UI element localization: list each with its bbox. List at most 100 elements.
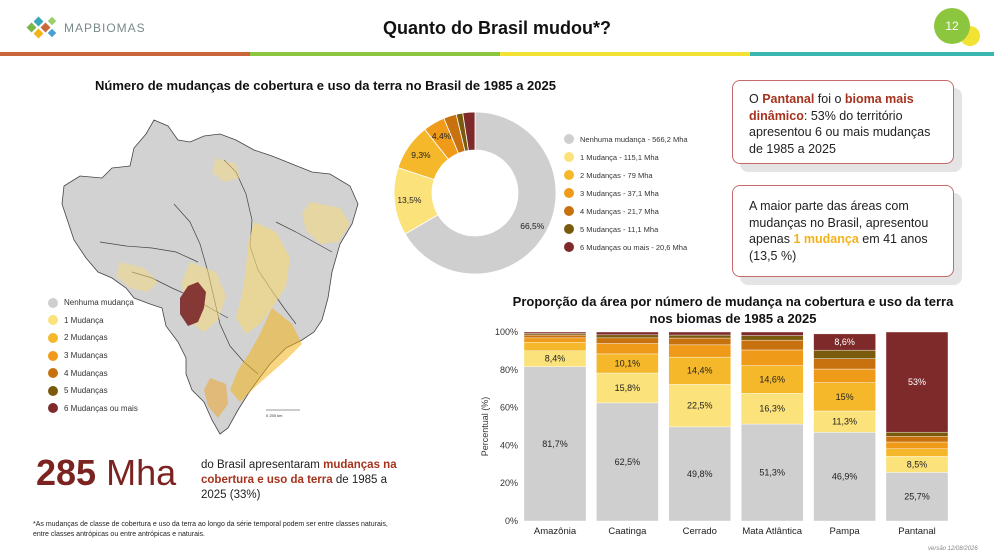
scale-bar-line (266, 409, 300, 411)
bar-segment (741, 335, 804, 341)
header-color-bar (0, 52, 994, 56)
stacked-bar-chart: 0% 20% 40% 60% 80% 100% Percentual (%) 81,7% 8,4… (480, 327, 949, 537)
donut-legend: Nenhuma mudança - 566,2 Mha 1 Mudança - 1… (564, 130, 688, 256)
bar-segment (596, 334, 659, 339)
donut-legend-item: 4 Mudanças - 21,7 Mha (564, 202, 688, 220)
y-tick-label: 20% (500, 478, 518, 488)
bar-segment (596, 372, 659, 404)
legend-swatch (564, 170, 574, 180)
bar-value-label: 49,8% (687, 469, 713, 479)
legend-label: Nenhuma mudança - 566,2 Mha (580, 134, 688, 144)
bar-value-label: 22,5% (687, 401, 713, 411)
legend-swatch (564, 242, 574, 252)
bar-value-label: 8,4% (545, 354, 566, 364)
legend-label: 2 Mudanças - 79 Mha (580, 170, 653, 180)
footnote: *As mudanças de classe de cobertura e us… (33, 521, 388, 538)
bar-segment (523, 342, 587, 351)
brazil-change-map (61, 119, 359, 435)
bar-segment (813, 382, 876, 412)
map-legend-item: 4 Mudanças (48, 364, 138, 382)
legend-swatch (564, 206, 574, 216)
bar-segment (813, 368, 876, 383)
legend-label: 1 Mudança - 115,1 Mha (580, 152, 659, 162)
x-category-label: Pantanal (898, 526, 936, 537)
bar-segment (668, 334, 732, 339)
bar-segment (885, 331, 949, 433)
donut-legend-item: 3 Mudanças - 37,1 Mha (564, 184, 688, 202)
bar-chart-title: Proporção da área por número de mudança … (512, 294, 954, 326)
bar-segment (741, 331, 804, 336)
bar-segment (523, 331, 587, 334)
bar-value-label: 53% (908, 377, 926, 387)
callout-one-change: A maior parte das áreas com mudanças no … (732, 185, 954, 277)
donut-chart: 66,5% 13,5% 9,3%4,4% (393, 111, 557, 275)
bar-value-label: 11,3% (832, 417, 857, 427)
bar-value-label: 10,1% (615, 358, 641, 368)
bar-segment (668, 356, 732, 385)
callout-pantanal: O Pantanal foi o bioma mais dinâmico: 53… (732, 80, 954, 164)
version-label: versão 12/08/2026 (928, 546, 978, 552)
bar-segment (596, 331, 659, 336)
bar-segment (668, 426, 732, 522)
bar-segment (813, 432, 876, 522)
bar-value-label: 62,5% (615, 457, 641, 467)
bar-segment (885, 441, 949, 450)
x-category-label: Pampa (830, 526, 861, 537)
bar-segment (668, 331, 732, 336)
bar-segment (596, 343, 659, 355)
map-scale-bar: 0 250 km (266, 408, 302, 418)
bar-value-label: 16,3% (759, 404, 785, 414)
bar-segment (885, 431, 949, 437)
donut-legend-item: 2 Mudanças - 79 Mha (564, 166, 688, 184)
bar-segment (596, 402, 659, 522)
donut-slice-label: 4,4% (432, 131, 452, 141)
y-tick-label: 0% (505, 516, 518, 526)
map-legend-item: 2 Mudanças (48, 329, 138, 347)
map-change-speckle (116, 158, 350, 418)
bar-segment (741, 349, 804, 366)
y-tick-label: 60% (500, 403, 518, 413)
map-legend: Nenhuma mudança 1 Mudança 2 Mudanças 3 M… (48, 294, 138, 417)
page-number: 12 (934, 8, 970, 44)
bar-segment (813, 349, 876, 359)
bar-segment (523, 334, 587, 339)
x-category-label: Amazônia (534, 526, 577, 537)
y-axis-label: Percentual (%) (480, 397, 490, 457)
bar-segment (813, 358, 876, 370)
x-category-label: Caatinga (608, 526, 647, 537)
scale-label: 0 250 km (266, 413, 283, 418)
legend-label: 5 Mudanças - 11,1 Mha (580, 224, 659, 234)
x-category-label: Mata Atlântica (742, 526, 802, 537)
bar-segment (741, 423, 804, 522)
total-changed-unit: Mha (106, 452, 177, 493)
mapbiomas-logo-icon (26, 16, 57, 39)
legend-swatch (564, 134, 574, 144)
bar-segment (523, 366, 587, 522)
logo-text: MAPBIOMAS (64, 21, 146, 35)
legend-label: 3 Mudanças - 37,1 Mha (580, 188, 659, 198)
pantanal-region (180, 282, 206, 326)
bar-segment (668, 337, 732, 346)
x-category-label: Cerrado (683, 526, 717, 537)
bar-value-label: 25,7% (904, 492, 930, 502)
y-tick-label: 40% (500, 440, 518, 450)
donut-slice (462, 111, 476, 151)
bar-segment (741, 393, 804, 425)
bar-segment (885, 472, 949, 522)
bar-value-label: 15,8% (615, 383, 641, 393)
legend-swatch (564, 224, 574, 234)
legend-label: 4 Mudanças - 21,7 Mha (580, 206, 659, 216)
donut-legend-item: 6 Mudanças ou mais - 20,6 Mha (564, 238, 688, 256)
legend-swatch (564, 152, 574, 162)
map-legend-item: Nenhuma mudança (48, 294, 138, 312)
page-title: Quanto do Brasil mudou*? (383, 18, 611, 38)
bar-segment (523, 333, 587, 336)
bar-segment (668, 384, 732, 428)
mapbiomas-logo: MAPBIOMAS (26, 14, 146, 42)
bar-segment (885, 448, 949, 457)
donut-slice (404, 111, 557, 275)
bar-value-label: 8,5% (907, 459, 928, 469)
map-title: Número de mudanças de cobertura e uso da… (95, 78, 556, 93)
bar-value-label: 8,6% (834, 337, 855, 347)
